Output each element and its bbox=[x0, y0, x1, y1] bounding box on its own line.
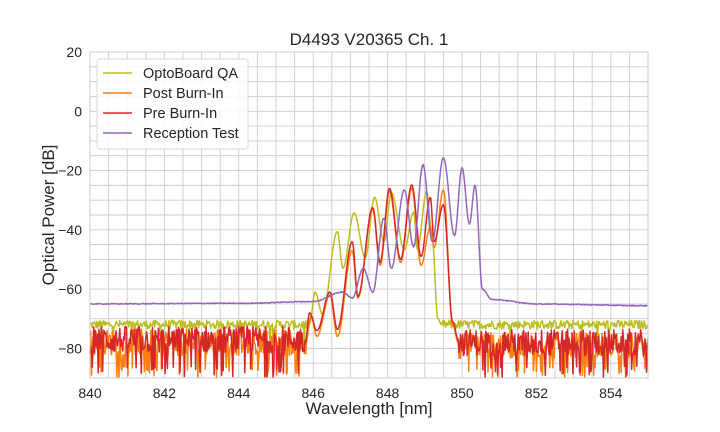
y-tick-label: 20 bbox=[66, 44, 82, 60]
plot-frame bbox=[89, 51, 649, 379]
x-tick-label: 850 bbox=[450, 385, 474, 401]
legend-label: Post Burn-In bbox=[143, 86, 224, 102]
series-line-pre-burn-in bbox=[89, 184, 649, 379]
y-tick-label: −80 bbox=[58, 340, 82, 356]
legend-label: Pre Burn-In bbox=[143, 106, 217, 122]
legend-box bbox=[96, 58, 249, 150]
x-tick-label: 846 bbox=[302, 385, 326, 401]
y-axis-label: Optical Power [dB] bbox=[39, 145, 58, 286]
series-line-optoboard-qa bbox=[89, 190, 649, 349]
legend: OptoBoard QA Post Burn-In Pre Burn-In Recep… bbox=[96, 58, 249, 150]
x-tick-label: 842 bbox=[153, 385, 177, 401]
y-tick-label: −60 bbox=[58, 281, 82, 297]
y-tick-label: −40 bbox=[58, 222, 82, 238]
y-tick-label: −20 bbox=[58, 163, 82, 179]
y-tick-label: 0 bbox=[74, 103, 82, 119]
series-line-reception-test bbox=[89, 156, 649, 307]
x-tick-label: 852 bbox=[525, 385, 549, 401]
x-tick-label: 844 bbox=[227, 385, 251, 401]
x-tick-label: 848 bbox=[376, 385, 400, 401]
tick-labels: 840 842 844 846 848 850 852 854 20 0 −20 −40 −60 −80 bbox=[58, 44, 622, 401]
legend-label: Reception Test bbox=[143, 126, 239, 142]
x-tick-label: 840 bbox=[78, 385, 102, 401]
chart-title: D4493 V20365 Ch. 1 bbox=[290, 30, 449, 49]
x-axis-label: Wavelength [nm] bbox=[306, 399, 433, 418]
x-tick-label: 854 bbox=[599, 385, 623, 401]
legend-label: OptoBoard QA bbox=[143, 66, 238, 82]
series-lines bbox=[89, 156, 649, 379]
